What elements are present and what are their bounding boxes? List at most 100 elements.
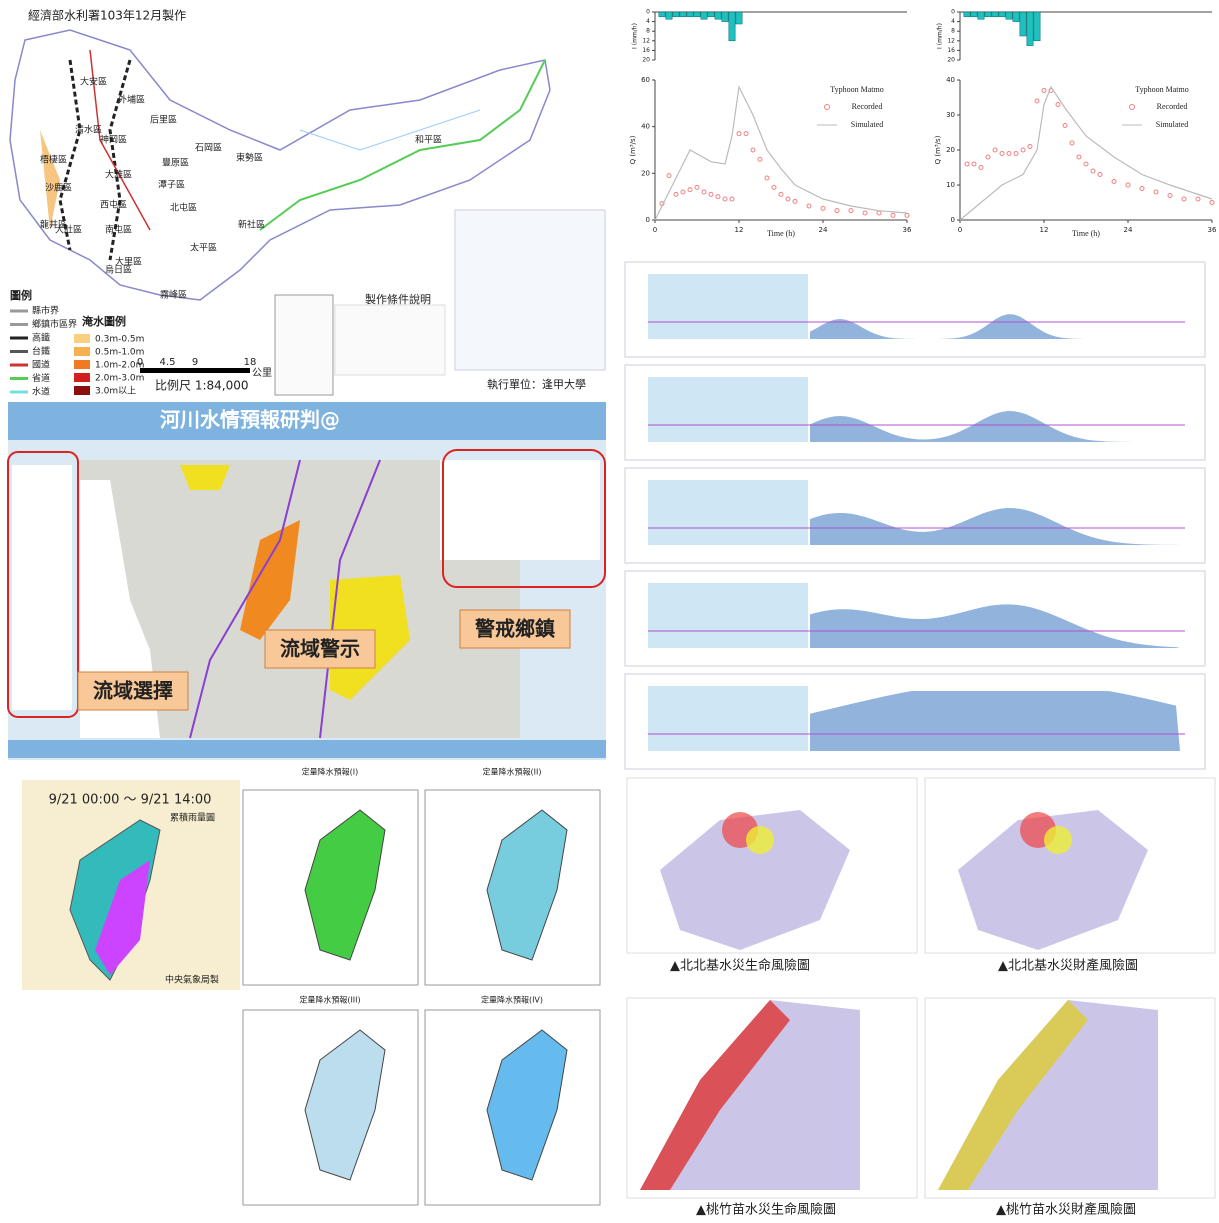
rain-bar: [687, 12, 693, 17]
x-tick-label: 0: [958, 226, 962, 234]
rain-bar: [1013, 12, 1019, 22]
point: [877, 211, 881, 215]
point: [681, 190, 685, 194]
x-axis-label: Time (h): [1072, 229, 1100, 238]
district-label: 大肚區: [55, 224, 82, 236]
y-tick-label: 4: [646, 18, 650, 25]
label: 圖例: [10, 288, 32, 302]
y-tick-label: 60: [641, 76, 650, 84]
y-tick-label: 20: [947, 57, 955, 64]
page: 經濟部水利署103年12月製作大安區外埔區后里區石岡區東勢區和平區豐原區潭子區神…: [0, 0, 1219, 1219]
point: [863, 211, 867, 215]
rain-maps: [22, 780, 600, 1205]
point: [1098, 173, 1102, 177]
y-tick-label: 0: [951, 9, 955, 16]
point: [1056, 103, 1060, 107]
label: 9/21 00:00 ～ 9/21 14:00: [49, 793, 212, 808]
point: [1014, 152, 1018, 156]
y-tick-label: 20: [642, 57, 650, 64]
point: [1063, 124, 1067, 128]
point: [1126, 183, 1130, 187]
point: [986, 155, 990, 159]
label: 累積雨量圖: [170, 812, 215, 824]
point: [1070, 141, 1074, 145]
point: [702, 190, 706, 194]
point: [786, 197, 790, 201]
label: 定量降水預報(II): [483, 767, 542, 777]
point: [674, 192, 678, 196]
y-tick-label: 0: [951, 216, 955, 224]
rain-bar: [1034, 12, 1040, 41]
collage: 經濟部水利署103年12月製作大安區外埔區后里區石岡區東勢區和平區豐原區潭子區神…: [0, 0, 1219, 1219]
district-label: 太平區: [190, 242, 217, 254]
flood-swatch: [74, 334, 90, 343]
label: 定量降水預報(IV): [481, 995, 543, 1005]
label: 鄉鎮市區界: [32, 318, 77, 330]
y-tick-label: 20: [641, 169, 650, 177]
legend-title: Typhoon Matmo: [830, 85, 883, 94]
label: 公里: [252, 367, 272, 379]
caption: ▲桃竹苗水災生命風險圖: [696, 1202, 836, 1218]
district-label: 北屯區: [170, 202, 197, 214]
x-tick-label: 24: [819, 226, 828, 234]
label: 0.5m-1.0m: [95, 348, 144, 358]
point: [730, 197, 734, 201]
y-tick-label: 30: [946, 111, 955, 119]
label: 比例尺 1:84,000: [155, 379, 248, 393]
district-label: 石岡區: [195, 143, 222, 154]
label: 3.0m以上: [95, 386, 136, 397]
district-label: 外埔區: [118, 94, 145, 106]
rain-bar: [1006, 12, 1012, 19]
rain-bar: [1020, 12, 1026, 36]
y-tick-label: 40: [946, 76, 955, 84]
rain-bar: [964, 12, 970, 17]
point: [972, 162, 976, 166]
x-tick-label: 0: [653, 226, 657, 234]
point: [807, 204, 811, 208]
district-label: 清水區: [75, 124, 102, 136]
y-axis-label: Q (m³/s): [629, 135, 637, 164]
district-label: 新社區: [238, 219, 265, 231]
shade: [648, 583, 808, 648]
y-tick-label: 20: [946, 146, 955, 154]
x-tick-label: 12: [735, 226, 744, 234]
y-tick-label: 8: [951, 28, 955, 35]
y-tick-label: 12: [947, 37, 955, 44]
legend-marker: [1130, 105, 1135, 110]
y-tick-label: 40: [641, 123, 650, 131]
point: [993, 148, 997, 152]
callout: 流域警示: [280, 637, 360, 661]
point: [891, 213, 895, 217]
rain-bar: [694, 12, 700, 17]
y-axis-label: I (mm/h): [632, 23, 639, 49]
point: [1168, 194, 1172, 198]
point: [1084, 162, 1088, 166]
label: 台鐵: [32, 345, 50, 357]
district-label: 西屯區: [100, 199, 127, 211]
x-tick-label: 12: [1040, 226, 1049, 234]
label: 定量降水預報(III): [299, 995, 360, 1005]
callout: 流域選擇: [93, 679, 173, 703]
flood-swatch: [74, 360, 90, 369]
district-label: 后里區: [150, 115, 177, 126]
rain-bar: [736, 12, 742, 24]
point: [1140, 187, 1144, 191]
y-tick-label: 10: [946, 181, 955, 189]
point: [751, 148, 755, 152]
point: [779, 192, 783, 196]
point: [744, 132, 748, 136]
x-tick-label: 36: [903, 226, 912, 234]
label: 製作條件說明: [365, 292, 431, 306]
point: [709, 192, 713, 196]
rain-bar: [673, 12, 679, 17]
rain-bar: [722, 12, 728, 22]
point: [1196, 197, 1200, 201]
legend-label: Simulated: [1156, 120, 1188, 129]
label: 4.5: [160, 357, 176, 368]
rain-bar: [729, 12, 735, 41]
point: [695, 185, 699, 189]
rain-bar: [701, 12, 707, 19]
y-tick-label: 16: [642, 47, 650, 54]
rain-bar: [666, 12, 672, 19]
point: [1112, 180, 1116, 184]
